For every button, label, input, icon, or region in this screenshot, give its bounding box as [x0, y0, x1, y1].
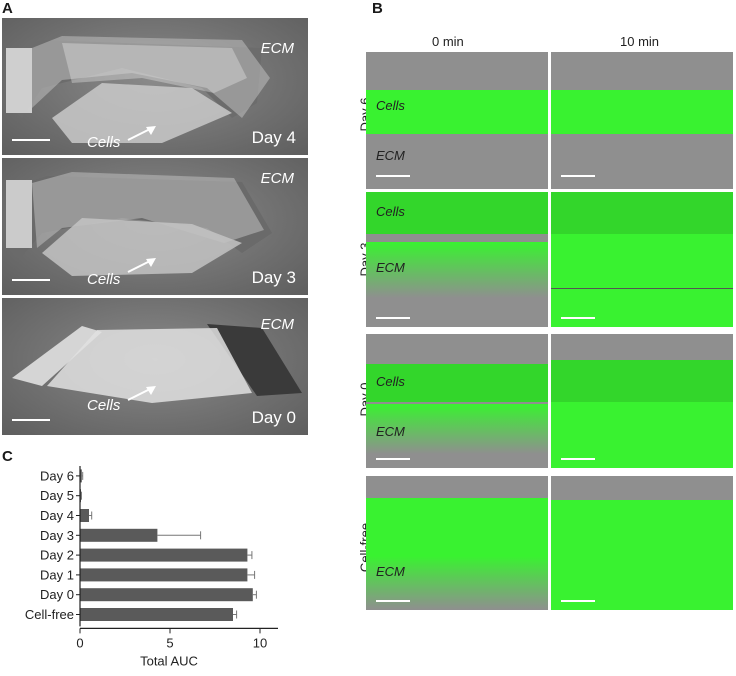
cells-label: Cells [376, 374, 405, 389]
scale-bar [561, 600, 595, 602]
scale-bar [376, 458, 410, 460]
category-label: Day 3 [40, 528, 74, 543]
bar [80, 568, 248, 582]
fluor-gradient [366, 404, 548, 454]
tissue-render [12, 324, 302, 403]
scale-bar [12, 419, 50, 421]
micrograph-day0: ECM Cells Day 0 [2, 298, 308, 435]
panel-b-label: B [372, 0, 383, 17]
cells-label: Cells [376, 98, 405, 113]
cells-label: Cells [87, 134, 121, 151]
x-tick-label: 10 [253, 635, 267, 650]
category-label: Day 4 [40, 508, 74, 523]
category-label: Day 2 [40, 548, 74, 563]
bar [80, 608, 233, 621]
tissue-render [6, 36, 270, 143]
scale-bar [376, 317, 410, 319]
cells-label: Cells [376, 204, 405, 219]
cells-label: Cells [87, 271, 121, 288]
fluor-band [551, 192, 733, 234]
micrograph-day3: ECM Cells Day 3 [2, 158, 308, 295]
category-label: Day 1 [40, 567, 74, 582]
ecm-label: ECM [376, 260, 405, 275]
image-cellfree-0min: ECM [366, 476, 548, 610]
category-label: Day 5 [40, 488, 74, 503]
image-day6-10min [551, 52, 733, 189]
ecm-label: ECM [376, 564, 405, 579]
fluor-band [551, 90, 733, 134]
fluor-band [366, 90, 548, 134]
fluor-band [366, 364, 548, 402]
image-day0-10min [551, 334, 733, 468]
gray-top [551, 476, 733, 500]
ecm-label: ECM [260, 170, 294, 187]
day-label: Day 3 [251, 268, 296, 287]
bar [80, 548, 248, 562]
col-header-0min: 0 min [432, 34, 464, 49]
cells-arrow [127, 258, 156, 273]
ecm-label: ECM [376, 148, 405, 163]
x-tick-label: 0 [76, 635, 83, 650]
scale-bar [376, 600, 410, 602]
bar [80, 469, 82, 483]
bar [80, 588, 253, 602]
ecm-label: ECM [376, 424, 405, 439]
fluor-band [366, 192, 548, 234]
image-day0-0min: Cells ECM [366, 334, 548, 468]
x-tick-label: 5 [166, 635, 173, 650]
col-header-10min: 10 min [620, 34, 660, 49]
tissue-render [6, 172, 272, 276]
auc-chart-svg: Day 6 Day 5 Day 4 Day 3 Day 2 Day 1 Day 0 Cell-… [25, 466, 278, 668]
fluor-gradient [366, 242, 548, 298]
bar [80, 528, 158, 542]
image-cellfree-10min [551, 476, 733, 610]
scale-bar [561, 175, 595, 177]
image-day3-10min [551, 192, 733, 327]
micrograph-day4: ECM Cells Day 4 [2, 18, 308, 155]
gray-top [366, 476, 548, 498]
day-label: Day 4 [251, 128, 296, 147]
cells-arrow [127, 386, 156, 401]
day-label: Day 0 [251, 408, 296, 427]
auc-chart: Day 6 Day 5 Day 4 Day 3 Day 2 Day 1 Day 0 Cell-… [0, 450, 300, 671]
gray-top [551, 334, 733, 360]
panel-c-label: C [2, 448, 13, 465]
image-day6-0min: Cells ECM [366, 52, 548, 189]
scale-bar [561, 317, 595, 319]
scale-bar [376, 175, 410, 177]
bar [80, 509, 89, 522]
category-label: Cell-free [25, 607, 74, 622]
fluor-band [551, 360, 733, 402]
x-axis-label: Total AUC [140, 653, 198, 668]
image-day3-0min: Cells ECM [366, 192, 548, 327]
ecm-label: ECM [260, 316, 294, 333]
channel-line [551, 288, 733, 289]
scale-bar [561, 458, 595, 460]
scale-bar [12, 139, 50, 141]
cells-arrow [127, 126, 156, 141]
category-label: Day 6 [40, 468, 74, 483]
cells-label: Cells [87, 397, 121, 414]
scale-bar [12, 279, 50, 281]
category-label: Day 0 [40, 587, 74, 602]
ecm-label: ECM [260, 40, 294, 57]
panel-a-label: A [2, 0, 13, 17]
